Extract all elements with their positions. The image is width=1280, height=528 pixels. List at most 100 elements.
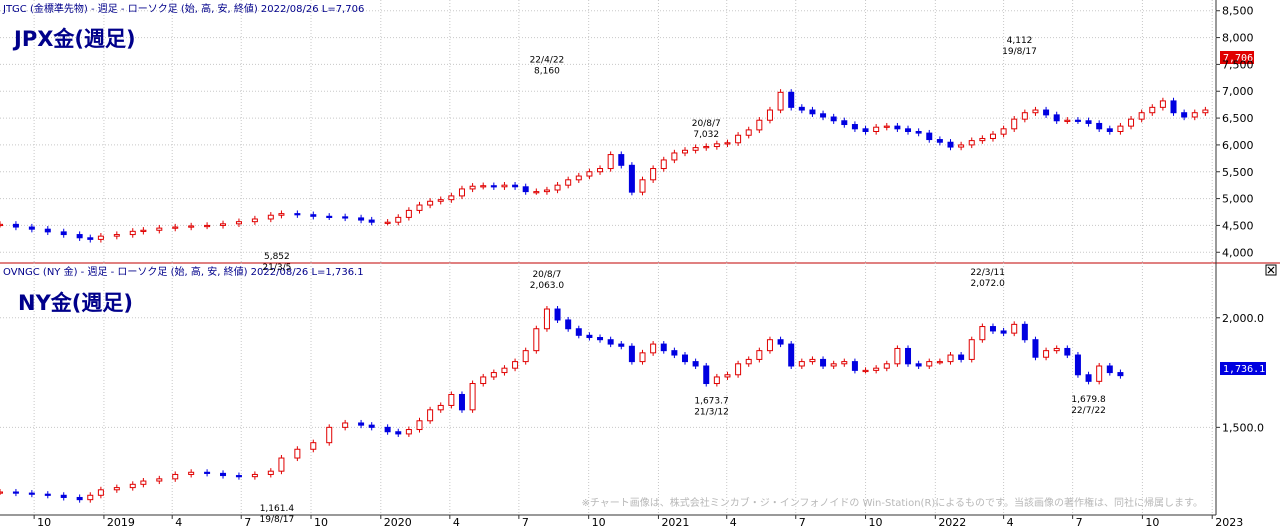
- top-candle-body: [501, 184, 508, 188]
- top-candle-body: [820, 113, 827, 118]
- top-candle-body: [905, 128, 912, 133]
- top-y-tick-label: 4,500: [1222, 219, 1254, 232]
- top-candle-body: [543, 189, 550, 193]
- bottom-candle-body: [156, 478, 163, 482]
- top-candle-body: [28, 226, 35, 230]
- top-candle-body: [1149, 106, 1156, 114]
- top-y-tick-label: 4,000: [1222, 246, 1254, 259]
- top-candle-body: [565, 179, 572, 186]
- bottom-candle-body: [543, 308, 550, 330]
- bottom-candle-body: [554, 308, 561, 321]
- bottom-candle-body: [851, 361, 858, 371]
- bottom-candle-body: [650, 343, 657, 354]
- bottom-panel-title: NY金(週足): [18, 291, 133, 315]
- top-candle-body: [267, 214, 274, 220]
- bottom-candle-body: [235, 475, 242, 478]
- bottom-annotation-date: 22/3/11: [970, 268, 1005, 278]
- bottom-candle-body: [660, 343, 667, 352]
- bottom-candle-body: [915, 363, 922, 367]
- bottom-candle-body: [873, 367, 880, 371]
- top-annotation-date: 22/4/22: [530, 56, 565, 66]
- bottom-candle-body: [1117, 372, 1124, 377]
- top-candle-body: [660, 159, 667, 170]
- top-y-tick-label: 6,500: [1222, 112, 1254, 125]
- top-candle-body: [862, 128, 869, 133]
- bottom-annotation-date: 20/8/7: [532, 270, 561, 280]
- x-axis-label: 4: [175, 516, 182, 528]
- bottom-annotation-value: 21/3/12: [694, 407, 729, 417]
- bottom-candle-body: [798, 361, 805, 367]
- bottom-candle-body: [735, 363, 742, 376]
- bottom-panel-header: OVNGC (NY 金) - 週足 - ローソク足 (始, 高, 安, 終値) …: [3, 265, 364, 278]
- bottom-candle-body: [384, 426, 391, 433]
- top-candle-body: [1159, 100, 1166, 108]
- bottom-candle-body: [44, 493, 51, 496]
- top-candle-body: [628, 164, 635, 193]
- top-candle-body: [1170, 100, 1177, 114]
- bottom-candle-body: [294, 448, 301, 459]
- top-candle-body: [1043, 109, 1050, 116]
- top-candle-body: [841, 120, 848, 126]
- bottom-candle-body: [947, 354, 954, 363]
- top-candle-body: [1181, 112, 1188, 118]
- top-candle-body: [788, 91, 795, 108]
- top-candle-body: [1021, 112, 1028, 120]
- top-candle-body: [469, 185, 476, 190]
- bottom-candle-body: [427, 409, 434, 422]
- top-candle-body: [597, 168, 604, 173]
- x-axis-label: 2023: [1215, 516, 1243, 528]
- top-candle-body: [0, 223, 3, 227]
- bottom-annotation-value: 22/7/22: [1071, 406, 1106, 416]
- top-candle-body: [1202, 109, 1209, 114]
- top-candle-body: [1000, 128, 1007, 135]
- bottom-candle-body: [926, 361, 933, 367]
- bottom-annotation-value: 2,072.0: [970, 279, 1005, 289]
- top-candle-body: [809, 109, 816, 115]
- bottom-candle-body: [905, 347, 912, 365]
- bottom-candle-body: [1000, 330, 1007, 334]
- top-candle-body: [639, 179, 646, 193]
- top-candle-body: [480, 185, 487, 188]
- top-candle-body: [1117, 125, 1124, 132]
- close-icon[interactable]: [1265, 264, 1277, 276]
- top-candle-body: [512, 184, 519, 188]
- top-candle-body: [44, 228, 51, 233]
- top-candle-body: [777, 91, 784, 111]
- bottom-candle-body: [989, 326, 996, 332]
- bottom-candle-body: [278, 457, 285, 472]
- top-candle-body: [681, 149, 688, 154]
- top-y-tick-label: 7,500: [1222, 58, 1254, 71]
- bottom-annotation-date: 1,679.8: [1071, 395, 1106, 405]
- bottom-candle-body: [405, 429, 412, 435]
- top-candle-body: [851, 124, 858, 130]
- top-candle-body: [448, 195, 455, 201]
- top-candle-body: [756, 119, 763, 131]
- bottom-candle-body: [251, 473, 258, 478]
- bottom-candle-body: [724, 374, 731, 378]
- top-y-tick-label: 6,000: [1222, 139, 1254, 152]
- bottom-candle-body: [671, 350, 678, 356]
- bottom-candle-body: [830, 363, 837, 367]
- bottom-annotation-date: 1,673.7: [694, 396, 728, 406]
- top-candle-body: [12, 223, 19, 228]
- top-candle-body: [766, 109, 773, 121]
- bottom-candle-body: [713, 376, 720, 385]
- bottom-candle-body: [342, 422, 349, 428]
- bottom-candle-body: [1106, 365, 1113, 374]
- top-candle-body: [278, 213, 285, 216]
- bottom-candle-body: [480, 376, 487, 385]
- top-y-tick-label: 8,500: [1222, 5, 1254, 18]
- top-candle-body: [140, 229, 147, 232]
- top-candle-body: [1128, 118, 1135, 127]
- bottom-candle-body: [87, 494, 94, 501]
- bottom-candle-body: [1096, 365, 1103, 382]
- bottom-candle-body: [809, 358, 816, 363]
- bottom-candle-body: [358, 422, 365, 426]
- x-axis-label: 2019: [107, 516, 135, 528]
- top-candle-body: [188, 225, 195, 228]
- bottom-candle-body: [12, 491, 19, 494]
- top-candle-body: [989, 133, 996, 139]
- top-candle-body: [586, 171, 593, 177]
- bottom-y-tick-label: 2,000.0: [1222, 312, 1264, 325]
